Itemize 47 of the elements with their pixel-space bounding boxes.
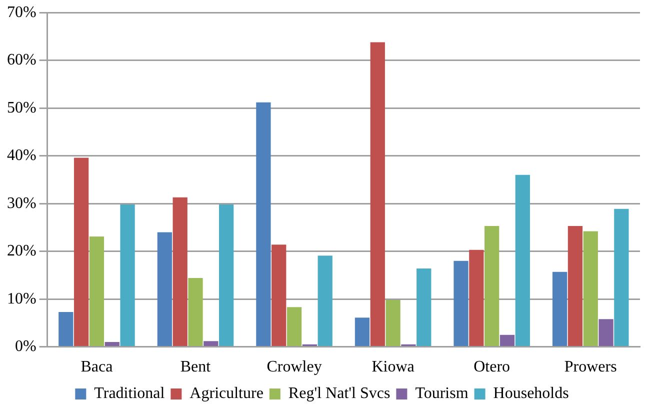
bar — [58, 312, 74, 346]
bar — [500, 334, 515, 346]
bar — [218, 204, 234, 346]
y-tick-label: 30% — [7, 194, 36, 212]
y-tick-label: 0% — [15, 338, 36, 356]
x-tick-label: Otero — [474, 358, 510, 376]
y-tick-label: 50% — [7, 99, 36, 116]
bar — [120, 204, 135, 346]
x-tick-label: Bent — [180, 358, 212, 376]
x-tick-label: Prowers — [564, 358, 617, 376]
legend-label: Traditional — [94, 385, 166, 402]
legend-label: Households — [493, 385, 569, 402]
bar — [469, 250, 484, 346]
bar — [89, 236, 104, 346]
bar — [568, 226, 583, 346]
bar — [484, 226, 500, 346]
y-tick-label: 10% — [7, 290, 36, 308]
bar — [583, 231, 598, 346]
bar — [370, 42, 385, 346]
bar — [416, 268, 432, 346]
bar — [172, 197, 188, 346]
legend-label: Reg'l Nat'l Svcs — [288, 385, 390, 402]
x-tick-label: Kiowa — [372, 358, 414, 376]
bar — [598, 319, 614, 346]
bar — [272, 244, 286, 346]
bar — [318, 256, 332, 346]
bar — [552, 272, 568, 346]
bar — [614, 208, 629, 346]
bar — [104, 342, 120, 346]
y-tick-label: 40% — [7, 147, 36, 164]
bar — [454, 260, 468, 346]
bar — [386, 300, 400, 346]
bar — [204, 341, 218, 346]
x-tick-label: Crowley — [266, 358, 322, 376]
y-tick-label: 60% — [7, 52, 36, 69]
bar — [74, 158, 89, 346]
legend-label: Agriculture — [190, 385, 264, 402]
legend-label: Tourism — [415, 385, 469, 402]
bar — [354, 318, 370, 346]
bar — [188, 278, 203, 346]
y-tick-label: 20% — [7, 242, 36, 260]
bar — [286, 307, 302, 346]
bar — [157, 232, 172, 346]
x-tick-label: Baca — [80, 358, 113, 376]
bar — [256, 102, 271, 346]
y-tick-label: 70% — [7, 4, 36, 21]
bar — [515, 174, 530, 346]
